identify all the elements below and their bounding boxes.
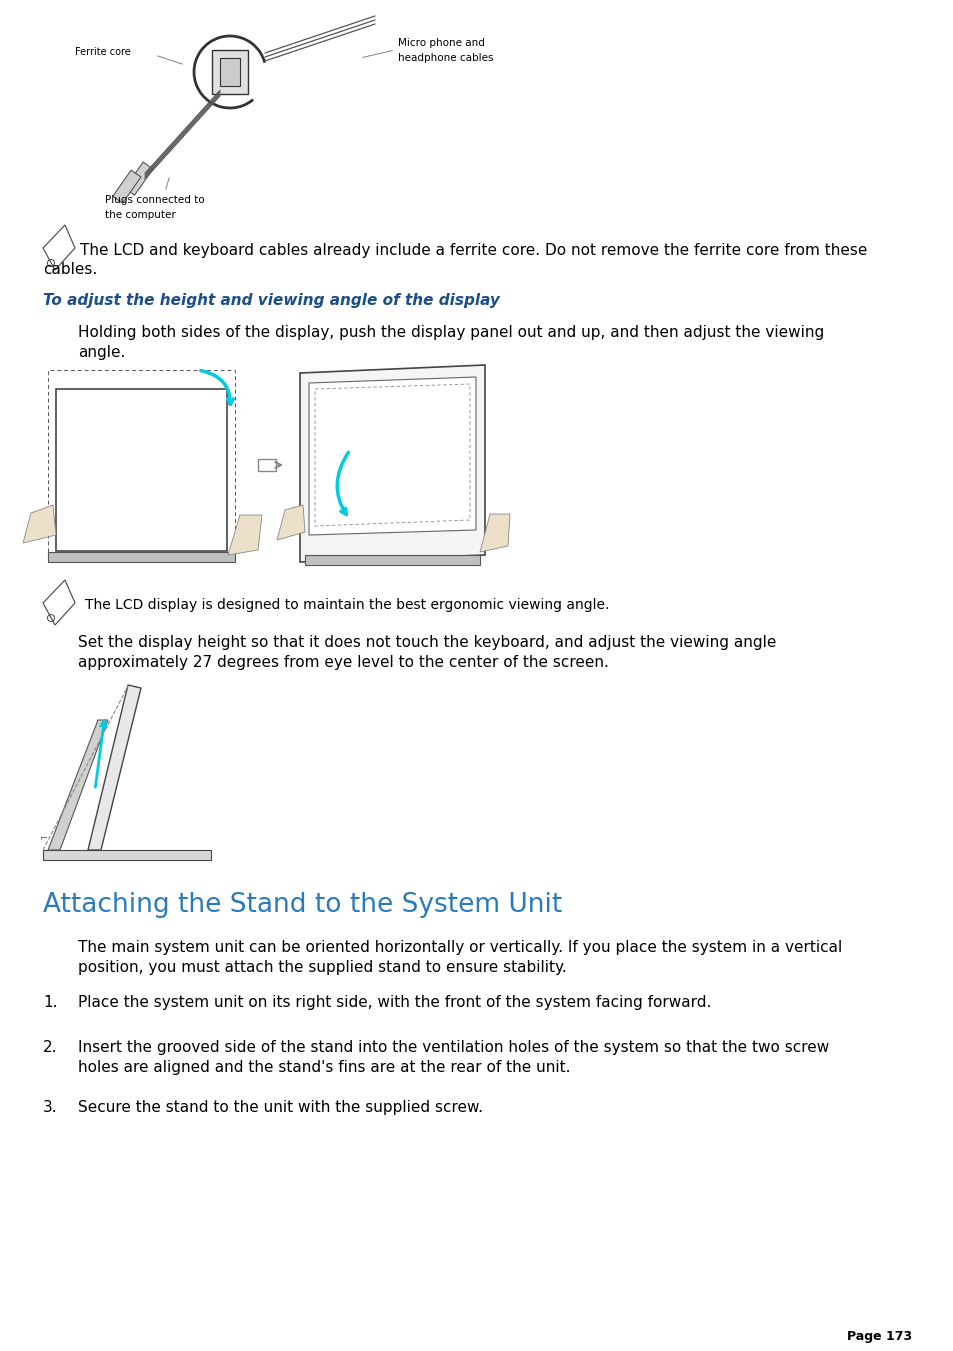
Bar <box>212 50 248 95</box>
Text: position, you must attach the supplied stand to ensure stability.: position, you must attach the supplied s… <box>78 961 566 975</box>
Text: ⌐: ⌐ <box>40 832 48 842</box>
Polygon shape <box>479 513 510 553</box>
Bar <box>220 58 240 86</box>
Text: Attaching the Stand to the System Unit: Attaching the Stand to the System Unit <box>43 892 561 917</box>
Text: Page 173: Page 173 <box>846 1329 911 1343</box>
Text: Ferrite core: Ferrite core <box>75 47 131 57</box>
Text: Plugs connected to: Plugs connected to <box>105 195 204 205</box>
Text: 3.: 3. <box>43 1100 57 1115</box>
Text: The LCD display is designed to maintain the best ergonomic viewing angle.: The LCD display is designed to maintain … <box>85 598 609 612</box>
Text: The LCD and keyboard cables already include a ferrite core. Do not remove the fe: The LCD and keyboard cables already incl… <box>80 243 866 258</box>
Bar <box>305 555 479 565</box>
Text: Micro phone and: Micro phone and <box>397 38 484 49</box>
Bar <box>112 170 141 203</box>
Text: Insert the grooved side of the stand into the ventilation holes of the system so: Insert the grooved side of the stand int… <box>78 1040 828 1055</box>
Text: Holding both sides of the display, push the display panel out and up, and then a: Holding both sides of the display, push … <box>78 326 823 340</box>
Text: the computer: the computer <box>105 209 175 220</box>
Polygon shape <box>228 515 262 555</box>
Polygon shape <box>48 720 108 850</box>
Text: angle.: angle. <box>78 345 125 359</box>
Polygon shape <box>299 365 484 562</box>
Bar <box>48 370 234 561</box>
Text: approximately 27 degrees from eye level to the center of the screen.: approximately 27 degrees from eye level … <box>78 655 608 670</box>
Text: Set the display height so that it does not touch the keyboard, and adjust the vi: Set the display height so that it does n… <box>78 635 776 650</box>
Text: 1.: 1. <box>43 994 57 1011</box>
Bar <box>56 389 227 551</box>
Text: 2.: 2. <box>43 1040 57 1055</box>
Polygon shape <box>276 505 305 540</box>
Polygon shape <box>309 377 476 535</box>
Bar <box>43 850 211 861</box>
Text: headphone cables: headphone cables <box>397 53 493 63</box>
Text: To adjust the height and viewing angle of the display: To adjust the height and viewing angle o… <box>43 293 499 308</box>
Bar <box>48 553 234 562</box>
Bar <box>125 162 152 195</box>
Text: Place the system unit on its right side, with the front of the system facing for: Place the system unit on its right side,… <box>78 994 711 1011</box>
Text: The main system unit can be oriented horizontally or vertically. If you place th: The main system unit can be oriented hor… <box>78 940 841 955</box>
Text: Secure the stand to the unit with the supplied screw.: Secure the stand to the unit with the su… <box>78 1100 482 1115</box>
Polygon shape <box>88 685 141 850</box>
Text: cables.: cables. <box>43 262 97 277</box>
Polygon shape <box>23 505 56 543</box>
Text: holes are aligned and the stand's fins are at the rear of the unit.: holes are aligned and the stand's fins a… <box>78 1061 570 1075</box>
